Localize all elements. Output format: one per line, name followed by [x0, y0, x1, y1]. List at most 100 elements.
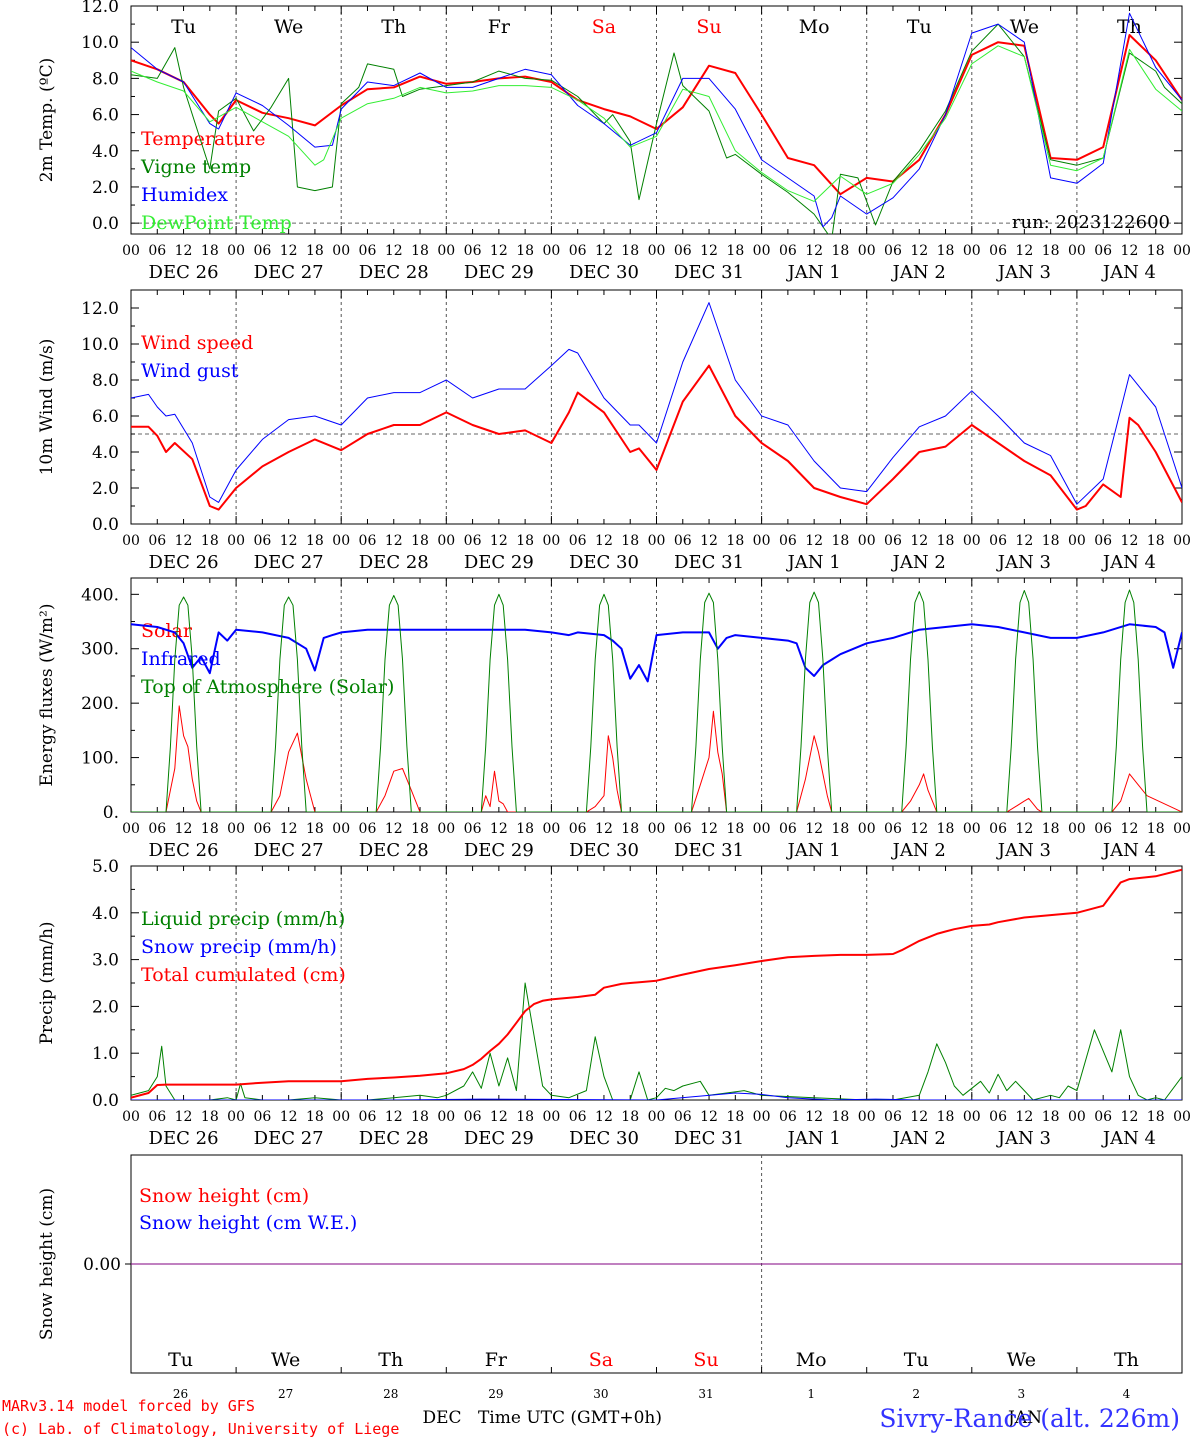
x-date-label: JAN 3 [996, 1128, 1051, 1149]
y-tick-label: 300. [81, 640, 119, 660]
x-hour-label: 12 [700, 1109, 718, 1125]
x-date-label: DEC 28 [359, 1128, 429, 1149]
x-hour-label: 06 [569, 243, 587, 259]
x-hour-label: 06 [464, 821, 482, 837]
x-hour-label: 18 [726, 533, 744, 549]
x-hour-label: 00 [1173, 243, 1191, 259]
legend-entry: Liquid precip (mm/h) [141, 908, 345, 930]
x-hour-label: 12 [1121, 533, 1139, 549]
x-day-number: 3 [1018, 1387, 1026, 1401]
x-hour-label: 12 [1121, 821, 1139, 837]
x-date-label: JAN 1 [786, 262, 841, 283]
x-hour-label: 18 [411, 821, 429, 837]
series-line-2-2 [131, 302, 1182, 505]
x-hour-label: 00 [963, 1109, 981, 1125]
x-hour-label: 12 [385, 821, 403, 837]
x-hour-label: 06 [148, 533, 166, 549]
x-hour-label: 18 [516, 243, 534, 259]
x-date-label: DEC 30 [569, 840, 639, 861]
series-line-1-4 [131, 45, 1182, 202]
x-hour-label: 12 [1015, 821, 1033, 837]
series-line-3-2 [131, 623, 1182, 683]
x-date-label: DEC 27 [254, 552, 324, 573]
x-hour-label: 18 [306, 533, 324, 549]
weekday-label: Tu [171, 16, 196, 38]
x-hour-label: 18 [832, 533, 850, 549]
x-hour-label: 18 [1147, 821, 1165, 837]
x-hour-label: 12 [805, 821, 823, 837]
x-date-label: JAN 2 [891, 840, 946, 861]
x-hour-label: 18 [1147, 243, 1165, 259]
x-hour-label: 00 [1068, 1109, 1086, 1125]
weekday-label: Fr [488, 16, 511, 38]
x-hour-label: 18 [201, 821, 219, 837]
x-date-label: JAN 3 [996, 262, 1051, 283]
x-hour-label: 12 [700, 821, 718, 837]
x-hour-label: 18 [937, 1109, 955, 1125]
x-date-label: DEC 29 [464, 552, 534, 573]
x-hour-label: 00 [437, 533, 455, 549]
x-hour-label: 00 [437, 243, 455, 259]
x-hour-label: 00 [858, 1109, 876, 1125]
weekday-label: Sa [589, 1349, 613, 1371]
x-hour-label: 00 [648, 821, 666, 837]
y-tick-label: 4.0 [92, 142, 119, 162]
x-date-label: JAN 1 [786, 1128, 841, 1149]
x-hour-label: 06 [1094, 533, 1112, 549]
x-hour-label: 06 [884, 821, 902, 837]
x-hour-label: 00 [753, 1109, 771, 1125]
x-date-label: JAN 2 [891, 262, 946, 283]
x-date-label: DEC 31 [674, 262, 744, 283]
y-tick-label: 12.0 [81, 299, 119, 319]
x-date-label: DEC 27 [254, 1128, 324, 1149]
x-hour-label: 06 [569, 821, 587, 837]
x-date-label: DEC 29 [464, 262, 534, 283]
x-hour-label: 06 [674, 821, 692, 837]
x-date-label: DEC 31 [674, 552, 744, 573]
weekday-label: Su [693, 1349, 718, 1371]
x-hour-label: 18 [201, 533, 219, 549]
x-date-label: DEC 31 [674, 840, 744, 861]
x-day-number: 26 [173, 1387, 188, 1401]
x-date-label: JAN 2 [891, 1128, 946, 1149]
x-hour-label: 00 [1068, 533, 1086, 549]
x-hour-label: 00 [437, 1109, 455, 1125]
y-tick-label: 6.0 [92, 106, 119, 126]
x-date-label: DEC 26 [149, 552, 219, 573]
x-hour-label: 12 [700, 533, 718, 549]
x-hour-label: 00 [648, 243, 666, 259]
x-hour-label: 00 [1173, 821, 1191, 837]
x-day-number: 2 [912, 1387, 920, 1401]
x-hour-label: 18 [726, 1109, 744, 1125]
x-hour-label: 12 [490, 533, 508, 549]
x-hour-label: 00 [122, 821, 140, 837]
x-hour-label: 06 [884, 243, 902, 259]
x-hour-label: 00 [648, 533, 666, 549]
x-hour-label: 06 [1094, 1109, 1112, 1125]
x-hour-label: 06 [674, 1109, 692, 1125]
legend-entry: Snow precip (mm/h) [141, 936, 337, 958]
x-hour-label: 06 [989, 1109, 1007, 1125]
x-hour-label: 18 [1042, 1109, 1060, 1125]
x-hour-label: 12 [490, 821, 508, 837]
x-date-label: DEC 26 [149, 1128, 219, 1149]
x-hour-label: 12 [490, 1109, 508, 1125]
legend-entry: DewPoint Temp [141, 212, 292, 234]
weekday-label: Sa [592, 16, 616, 38]
x-hour-label: 12 [1121, 243, 1139, 259]
x-date-label: DEC 28 [359, 840, 429, 861]
x-hour-label: 18 [621, 821, 639, 837]
x-hour-label: 06 [569, 1109, 587, 1125]
x-hour-label: 18 [1042, 243, 1060, 259]
x-hour-label: 00 [1173, 533, 1191, 549]
run-annotation: run: 2023122600 [1012, 212, 1170, 233]
x-hour-label: 18 [411, 1109, 429, 1125]
chart-panel-2: 0.0 2.0 4.0 6.0 8.0 10.0 12.0 10m Wind (m/s) 00 0… [37, 289, 1191, 573]
x-hour-label: 00 [648, 1109, 666, 1125]
x-hour-label: 06 [1094, 243, 1112, 259]
series-line-1-1 [131, 34, 1182, 196]
y-tick-label: 0.0 [92, 1091, 119, 1111]
series-line-1-2 [131, 23, 1182, 234]
x-hour-label: 12 [385, 533, 403, 549]
